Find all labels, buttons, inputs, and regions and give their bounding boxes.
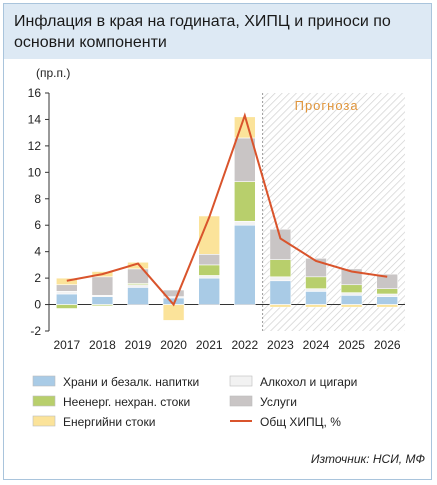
x-tick-label: 2018 [89, 338, 116, 352]
y-tick-label: 12 [28, 139, 42, 153]
bar-services [269, 228, 292, 260]
bar-nonenergy [305, 276, 327, 289]
bar-energy [376, 304, 399, 308]
y-tick-label: 2 [34, 271, 41, 285]
y-tick-label: 14 [28, 112, 42, 126]
x-tick-label: 2026 [374, 338, 401, 352]
bar-services [198, 254, 220, 266]
bar-food [234, 224, 256, 305]
legend-swatch-nonenergy [32, 395, 56, 407]
bar-nonenergy [91, 304, 114, 307]
y-tick-label: 6 [34, 218, 41, 232]
bar-energy [55, 277, 78, 286]
bar-nonenergy [55, 304, 78, 309]
x-tick-label: 2023 [267, 338, 294, 352]
bar-alcohol [340, 292, 363, 296]
bar-alcohol [269, 276, 292, 282]
source-note: Източник: НСИ, МФ [310, 452, 425, 466]
legend-swatch-energy [32, 415, 56, 427]
bar-food [376, 296, 399, 305]
bar-alcohol [55, 291, 78, 295]
y-unit-label: (пр.п.) [36, 66, 70, 80]
x-tick-label: 2025 [338, 338, 365, 352]
bar-food [198, 277, 220, 305]
bar-alcohol [376, 293, 399, 297]
bar-nonenergy [340, 284, 363, 293]
legend-label-food: Храни и безалк. напитки [63, 375, 199, 389]
x-tick-label: 2019 [125, 338, 152, 352]
y-tick-label: 0 [34, 298, 41, 312]
legend-label-services: Услуги [260, 395, 297, 409]
bar-alcohol [234, 220, 256, 226]
bar-food [91, 296, 114, 305]
bar-energy [340, 304, 363, 308]
legend-swatch-services [229, 395, 253, 407]
x-tick-label: 2024 [303, 338, 330, 352]
bar-services [55, 284, 78, 292]
legend-label-nonenergy: Неенерг. нехран. стоки [63, 395, 190, 409]
bar-alcohol [198, 275, 220, 279]
x-tick-label: 2017 [53, 338, 80, 352]
bar-energy [269, 304, 292, 308]
y-tick-label: 10 [28, 165, 42, 179]
bar-nonenergy [198, 264, 220, 276]
x-tick-label: 2021 [196, 338, 223, 352]
legend-label-hicp: Общ ХИПЦ, % [260, 415, 341, 429]
bar-alcohol [305, 288, 327, 292]
bar-services [91, 276, 114, 296]
bar-services [234, 137, 256, 182]
bar-alcohol [127, 284, 149, 288]
bar-food [127, 287, 149, 305]
y-tick-label: 8 [34, 192, 41, 206]
bar-food [340, 294, 363, 305]
hicp-line [66, 112, 388, 307]
y-tick-label: -2 [30, 324, 41, 338]
legend-label-alcohol: Алкохол и цигари [260, 375, 357, 389]
bar-energy [162, 304, 185, 321]
bar-nonenergy [269, 259, 292, 278]
legend-swatch-alcohol [229, 375, 253, 387]
legend-swatch-food [32, 375, 56, 387]
bar-services [376, 273, 399, 289]
chart-title: Инфлация в края на годината, ХИПЦ и прин… [14, 13, 391, 51]
legend-label-energy: Енергийни стоки [63, 415, 155, 429]
y-tick-label: 16 [28, 86, 42, 100]
bar-food [269, 280, 292, 305]
bar-energy [305, 304, 327, 308]
bar-food [55, 293, 78, 305]
x-tick-label: 2020 [160, 338, 187, 352]
y-tick-label: 4 [34, 245, 41, 259]
forecast-label: Прогноза [295, 98, 359, 113]
bar-energy [127, 261, 149, 270]
bar-nonenergy [234, 181, 256, 222]
bar-food [305, 291, 327, 305]
x-tick-label: 2022 [231, 338, 258, 352]
title-band: Инфлация в края на годината, ХИПЦ и прин… [4, 4, 431, 59]
bar-nonenergy [376, 288, 399, 295]
